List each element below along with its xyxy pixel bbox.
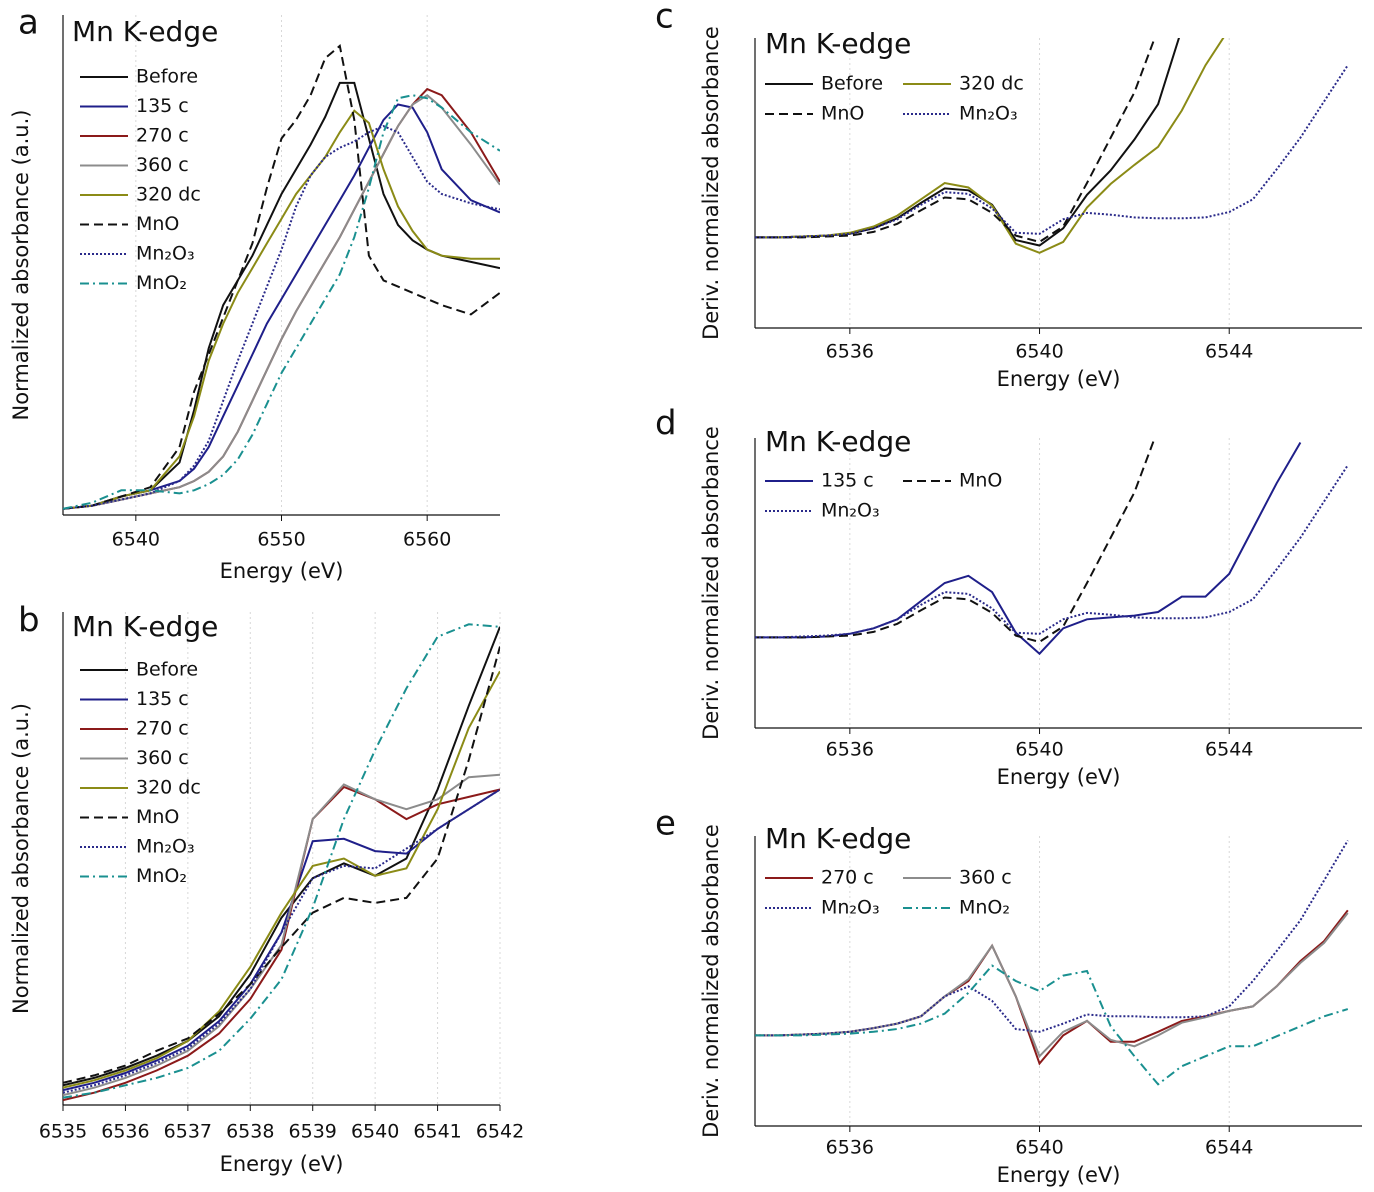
x-axis-label: Energy (eV) xyxy=(220,1152,344,1176)
data-line xyxy=(63,125,500,510)
x-axis-label: Energy (eV) xyxy=(220,559,344,583)
panel: 6536 6540 6544 c Mn K-edge Energy (eV) Deriv. … xyxy=(655,0,1362,391)
x-tick-label: 6538 xyxy=(226,1121,274,1143)
data-line xyxy=(63,81,500,510)
chart-title: Mn K-edge xyxy=(765,27,911,60)
chart-title: Mn K-edge xyxy=(72,15,218,48)
legend-label: Mn₂O₃ xyxy=(136,836,195,858)
panel-label: c xyxy=(655,0,674,37)
x-tick-label: 6540 xyxy=(1015,341,1063,363)
x-tick-label: 6544 xyxy=(1205,739,1253,761)
x-tick-label: 6542 xyxy=(476,1121,524,1143)
x-tick-label: 6536 xyxy=(826,739,874,761)
legend-label: 320 dc xyxy=(136,777,201,799)
legend-label: 360 c xyxy=(959,867,1012,889)
x-tick-label: 6535 xyxy=(39,1121,87,1143)
x-tick-label: 6536 xyxy=(826,1137,874,1159)
legend-label: Mn₂O₃ xyxy=(136,243,195,265)
data-line xyxy=(755,38,1225,254)
legend-label: MnO₂ xyxy=(136,272,187,294)
chart-title: Mn K-edge xyxy=(765,425,911,458)
chart-title: Mn K-edge xyxy=(765,822,911,855)
data-line xyxy=(63,670,500,1089)
legend-label: 320 dc xyxy=(959,73,1024,95)
legend-label: MnO xyxy=(136,213,179,235)
legend-label: MnO xyxy=(821,103,864,125)
x-axis-label: Energy (eV) xyxy=(997,1163,1121,1187)
y-axis-label: Normalized absorbance (a.u.) xyxy=(9,110,33,421)
panel: 6536 6540 6544 d Mn K-edge Energy (eV) Deriv. … xyxy=(655,404,1362,789)
y-axis-label: Deriv. normalized absorbance xyxy=(699,824,723,1138)
data-line xyxy=(63,623,500,1099)
x-tick-label: 6537 xyxy=(164,1121,212,1143)
panel-label: d xyxy=(655,404,677,444)
data-line xyxy=(63,626,500,1087)
data-line xyxy=(63,788,500,1094)
data-line xyxy=(63,785,500,1102)
x-tick-label: 6550 xyxy=(257,529,305,551)
data-line xyxy=(755,964,1349,1086)
data-line xyxy=(755,912,1349,1059)
x-tick-label: 6539 xyxy=(289,1121,337,1143)
legend-label: Before xyxy=(136,66,198,88)
legend-label: 135 c xyxy=(821,470,874,492)
legend-label: Mn₂O₃ xyxy=(821,500,880,522)
data-line xyxy=(63,93,500,510)
data-line xyxy=(755,38,1156,243)
x-tick-label: 6536 xyxy=(826,341,874,363)
legend-label: Mn₂O₃ xyxy=(821,897,880,919)
data-line xyxy=(755,441,1302,656)
x-tick-label: 6560 xyxy=(403,529,451,551)
panel: 6540 6550 6560 a Mn K-edge Energy (eV) Normali… xyxy=(9,3,500,583)
legend-label: Before xyxy=(821,73,883,95)
legend-label: MnO xyxy=(136,806,179,828)
legend-label: 135 c xyxy=(136,95,189,117)
data-line xyxy=(63,44,500,510)
legend-label: Before xyxy=(136,659,198,681)
legend-label: 320 dc xyxy=(136,184,201,206)
data-line xyxy=(755,438,1156,643)
data-line xyxy=(755,38,1180,247)
panel-label: b xyxy=(18,601,40,641)
legend-label: 270 c xyxy=(821,867,874,889)
panel-label: a xyxy=(18,3,39,43)
x-tick-label: 6536 xyxy=(101,1121,149,1143)
data-line xyxy=(63,94,500,510)
legend-label: 135 c xyxy=(136,688,189,710)
chart-title: Mn K-edge xyxy=(72,610,218,643)
x-tick-label: 6540 xyxy=(112,529,160,551)
x-tick-label: 6544 xyxy=(1205,1137,1253,1159)
y-axis-label: Deriv. normalized absorbance xyxy=(699,26,723,340)
legend-label: MnO₂ xyxy=(959,897,1010,919)
x-tick-label: 6540 xyxy=(1015,739,1063,761)
data-line xyxy=(755,839,1349,1037)
data-line xyxy=(63,773,500,1097)
data-line xyxy=(63,646,500,1084)
y-axis-label: Deriv. normalized absorbance xyxy=(699,426,723,740)
data-line xyxy=(63,788,500,1092)
legend-label: 360 c xyxy=(136,154,189,176)
y-axis-label: Normalized absorbance (a.u.) xyxy=(9,703,33,1014)
legend-label: MnO xyxy=(959,470,1002,492)
panel: 6535 6536 6537 6538 6539 6540 6541 6542 b Mn K-ed… xyxy=(9,601,524,1177)
x-axis-label: Energy (eV) xyxy=(997,765,1121,789)
panel: 6536 6540 6544 e Mn K-edge Energy (eV) Deriv. … xyxy=(655,804,1362,1187)
x-tick-label: 6544 xyxy=(1205,341,1253,363)
x-tick-label: 6540 xyxy=(351,1121,399,1143)
data-line xyxy=(755,909,1349,1066)
x-tick-label: 6540 xyxy=(1015,1137,1063,1159)
data-line xyxy=(63,109,500,510)
legend-label: 270 c xyxy=(136,718,189,740)
panel-label: e xyxy=(655,804,676,844)
legend-label: Mn₂O₃ xyxy=(959,103,1018,125)
legend-label: 360 c xyxy=(136,747,189,769)
x-axis-label: Energy (eV) xyxy=(997,367,1121,391)
legend-label: MnO₂ xyxy=(136,865,187,887)
legend-label: 270 c xyxy=(136,125,189,147)
x-tick-label: 6541 xyxy=(413,1121,461,1143)
